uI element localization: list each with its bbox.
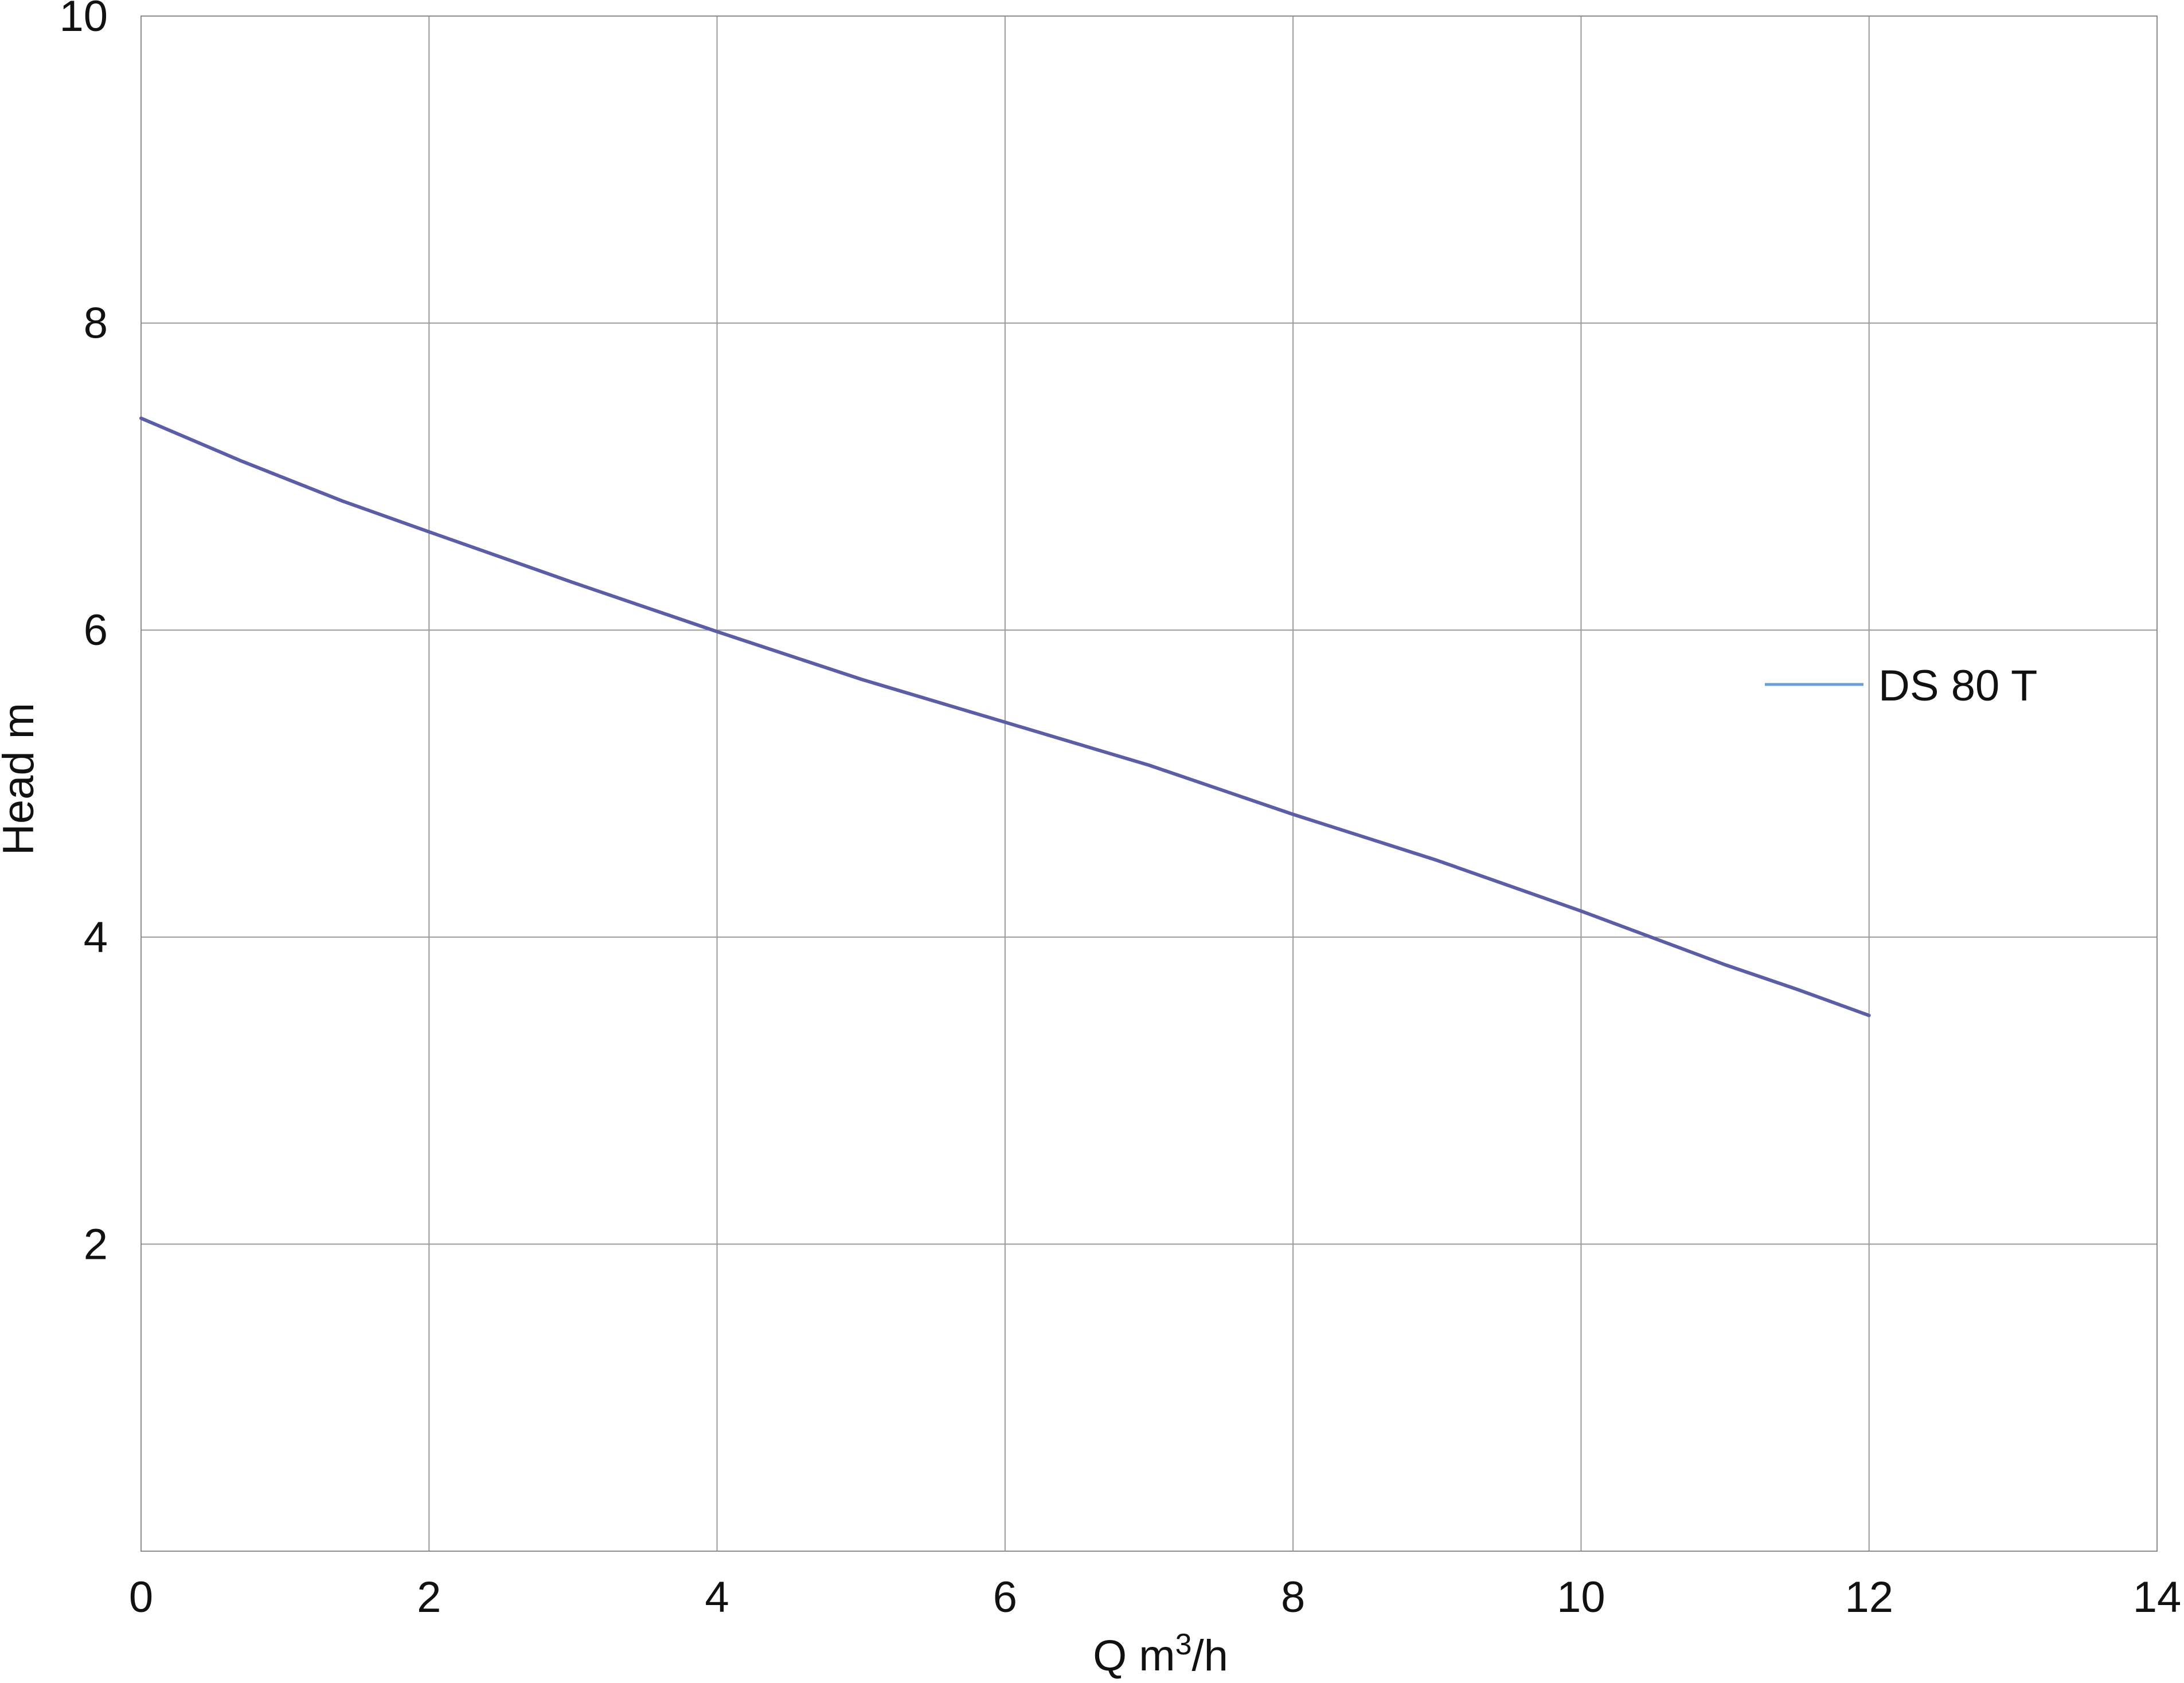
tick-labels: 0 2 4 6 8 10 12 14 2 4 6 8 10 xyxy=(59,0,2181,1622)
y-tick-label: 10 xyxy=(59,0,108,41)
x-tick-label: 6 xyxy=(993,1573,1017,1622)
x-tick-label: 2 xyxy=(417,1573,441,1622)
x-axis-label: Q m3/h xyxy=(1093,1628,1228,1680)
x-tick-label: 14 xyxy=(2133,1573,2182,1622)
x-tick-label: 0 xyxy=(129,1573,153,1622)
y-tick-label: 6 xyxy=(84,606,108,655)
y-axis-label: Head m xyxy=(0,703,43,855)
legend: DS 80 T xyxy=(1765,662,2037,710)
plot-frame xyxy=(140,15,2158,1552)
x-tick-label: 10 xyxy=(1557,1573,1605,1622)
x-tick-label: 12 xyxy=(1845,1573,1893,1622)
x-tick-label: 4 xyxy=(705,1573,729,1622)
series-layer xyxy=(139,416,1871,1017)
y-tick-label: 2 xyxy=(84,1220,108,1269)
legend-label-ds-80-t: DS 80 T xyxy=(1878,662,2037,710)
x-tick-label: 8 xyxy=(1281,1573,1305,1622)
y-tick-label: 8 xyxy=(84,299,108,348)
y-tick-label: 4 xyxy=(84,913,108,962)
series-line-ds-80-t xyxy=(139,416,1871,1017)
